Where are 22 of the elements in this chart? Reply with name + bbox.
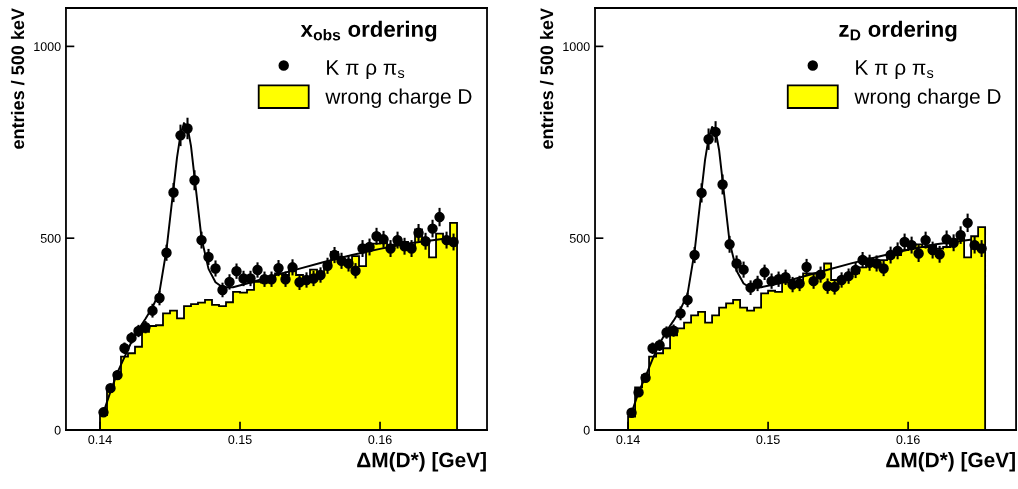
legend-label: K π ρ π$_{s}$ [856, 60, 934, 79]
y-axis-title: entries / 500 keV [10, 8, 25, 149]
text: x$_{obs}$ ordering [300, 20, 437, 42]
x-tick-label: 0.14 [88, 435, 112, 445]
x-axis-title: ΔM(D*) [GeV] [357, 452, 486, 472]
x-tick-label: 0.16 [368, 435, 392, 445]
x-tick-label: 0.15 [756, 435, 780, 445]
x-axis-title: ΔM(D*) [GeV] [886, 452, 1015, 472]
y-tick-label: 0 [583, 425, 590, 435]
legend-label: wrong charge D [325, 88, 472, 108]
y-tick-label: 0 [54, 425, 61, 435]
x-tick-label: 0.16 [896, 435, 920, 445]
x-tick-label: 0.14 [616, 435, 640, 445]
y-tick-label: 500 [569, 233, 590, 243]
legend-label: K π ρ π$_{s}$ [327, 60, 405, 79]
y-axis-title: entries / 500 keV [539, 8, 554, 149]
y-tick-label: 500 [40, 233, 61, 243]
legend-label: wrong charge D [854, 88, 1001, 108]
x-tick-label: 0.15 [228, 435, 252, 445]
y-tick-label: 1000 [34, 42, 61, 52]
y-tick-label: 1000 [563, 42, 590, 52]
text: z$_{D}$ ordering [839, 20, 957, 42]
